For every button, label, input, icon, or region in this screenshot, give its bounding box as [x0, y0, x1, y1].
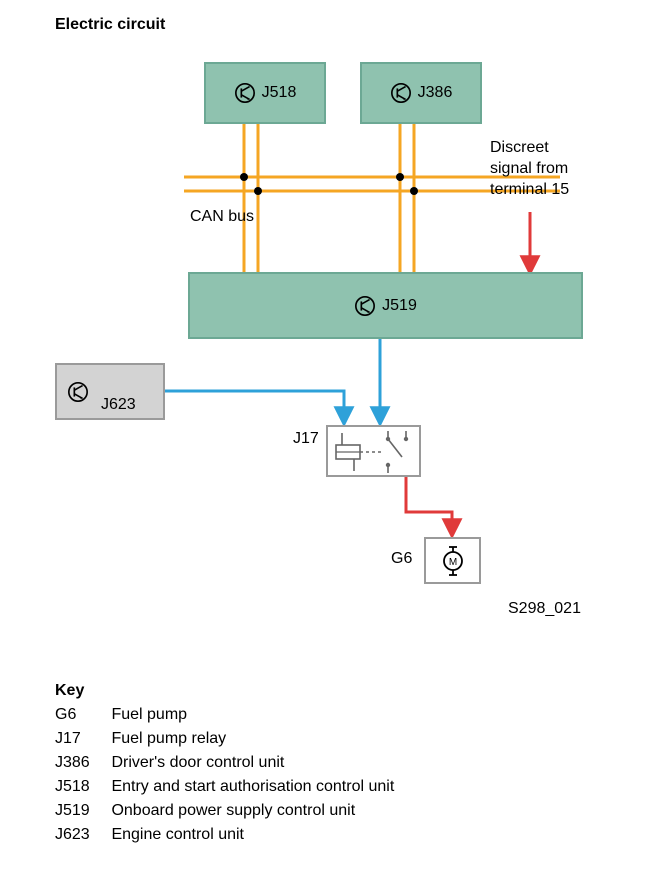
key-desc: Engine control unit — [111, 826, 244, 843]
node-label: J623 — [101, 396, 136, 414]
j17-to-g6-wire — [406, 477, 452, 535]
key-desc: Fuel pump relay — [111, 730, 226, 747]
junction-dot — [410, 187, 418, 195]
key-code: J17 — [55, 730, 107, 748]
j623-to-j17-wire — [165, 391, 344, 423]
junction-dot — [396, 173, 404, 181]
relay-icon — [328, 427, 419, 475]
transistor-icon — [390, 82, 412, 104]
junction-dot — [240, 173, 248, 181]
node-j17 — [326, 425, 421, 477]
key-row: J17 Fuel pump relay — [55, 730, 226, 748]
page: Electric circuit — [0, 0, 659, 876]
key-desc: Entry and start authorisation control un… — [111, 778, 394, 795]
key-title: Key — [55, 682, 84, 700]
key-desc: Onboard power supply control unit — [111, 802, 355, 819]
node-j623: J623 — [55, 363, 165, 420]
transistor-icon — [67, 381, 89, 403]
node-j518: J518 — [204, 62, 326, 124]
key-row: J518 Entry and start authorisation contr… — [55, 778, 394, 796]
key-row: J519 Onboard power supply control unit — [55, 802, 355, 820]
key-code: J623 — [55, 826, 107, 844]
transistor-icon — [354, 295, 376, 317]
node-j519: J519 — [188, 272, 583, 339]
node-j386: J386 — [360, 62, 482, 124]
key-desc: Fuel pump — [111, 706, 187, 723]
key-code: J386 — [55, 754, 107, 772]
key-code: G6 — [55, 706, 107, 724]
transistor-icon — [234, 82, 256, 104]
discreet-signal-label: Discreet signal from terminal 15 — [490, 138, 569, 200]
key-code: J519 — [55, 802, 107, 820]
g6-label: G6 — [391, 550, 412, 568]
key-desc: Driver's door control unit — [111, 754, 284, 771]
node-label: J386 — [418, 84, 453, 102]
svg-text:M: M — [448, 557, 456, 568]
node-g6: M — [424, 537, 481, 584]
key-row: J623 Engine control unit — [55, 826, 244, 844]
node-label: J519 — [382, 297, 417, 315]
junction-dot — [254, 187, 262, 195]
node-label: J518 — [262, 84, 297, 102]
can-bus-label: CAN bus — [190, 208, 254, 226]
figure-caption: S298_021 — [508, 600, 581, 618]
j17-label: J17 — [293, 430, 319, 448]
motor-icon: M — [438, 546, 468, 576]
key-code: J518 — [55, 778, 107, 796]
key-row: J386 Driver's door control unit — [55, 754, 284, 772]
key-row: G6 Fuel pump — [55, 706, 187, 724]
